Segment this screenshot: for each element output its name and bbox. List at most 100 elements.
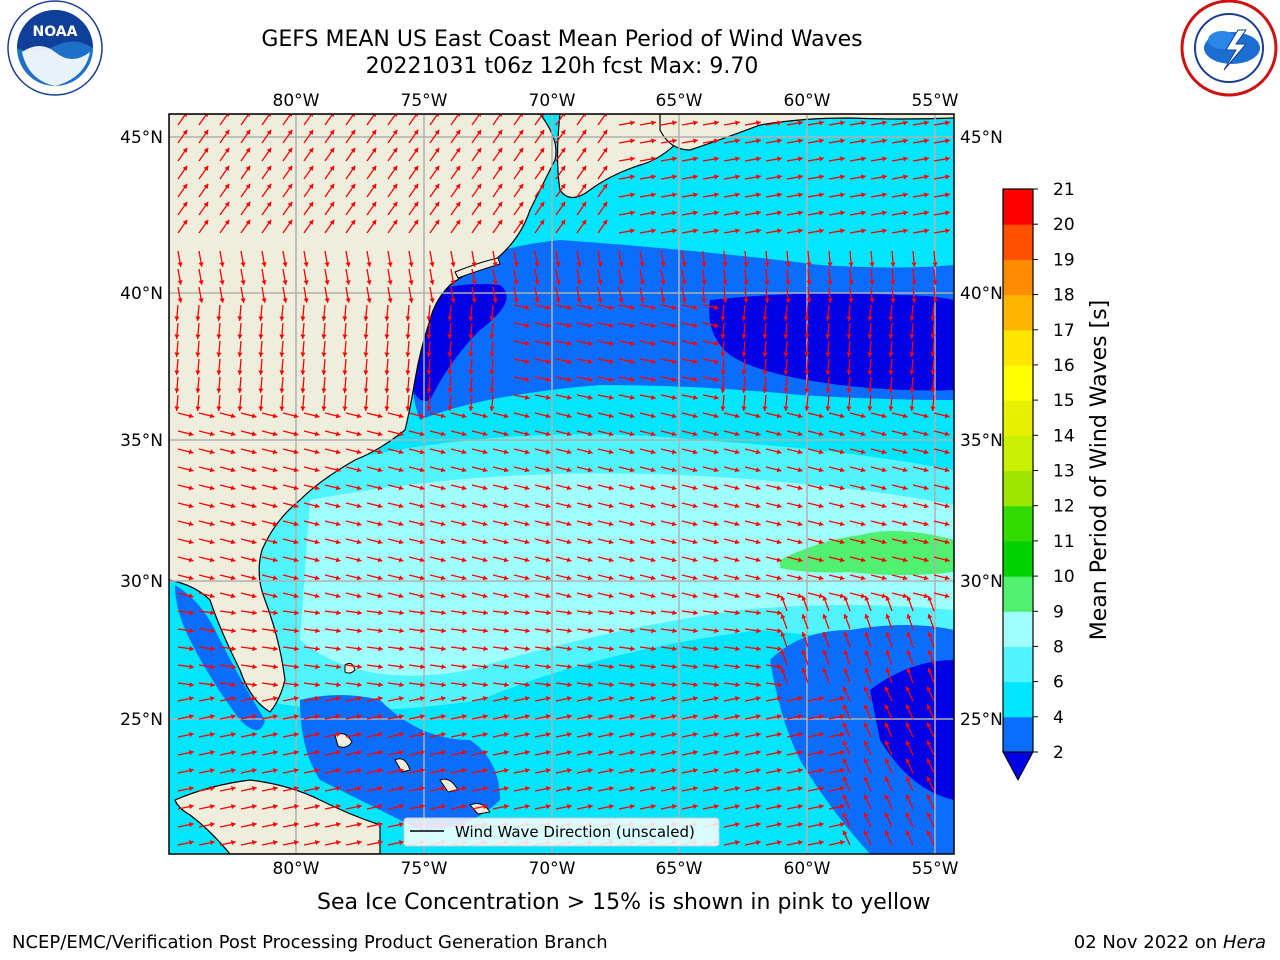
wind-arrow-head: [926, 794, 932, 800]
wind-arrow-head: [905, 794, 911, 800]
wind-arrow-head: [885, 614, 891, 619]
wind-arrow-head: [231, 610, 236, 616]
wind-arrow-head: [693, 210, 698, 216]
wind-arrow-head: [860, 413, 866, 419]
wind-arrow-head: [174, 316, 180, 321]
wind-arrow-head: [450, 280, 456, 285]
wind-arrow-head: [392, 129, 398, 135]
wind-arrow-head: [342, 334, 348, 339]
wind-arrow-head: [629, 696, 635, 702]
wind-arrow-head: [902, 413, 908, 419]
wind-arrow-head: [447, 352, 453, 357]
wind-arrow-head: [651, 610, 656, 616]
wind-arrow-head: [650, 431, 656, 437]
wind-arrow-head: [209, 732, 215, 738]
wind-arrow-head: [713, 485, 719, 491]
noaa-logo-text: NOAA: [33, 24, 78, 40]
wind-arrow-head: [182, 219, 188, 225]
wind-arrow-head: [906, 632, 912, 637]
wind-arrow-head: [842, 776, 848, 782]
wind-arrow-head: [560, 219, 566, 225]
wind-arrow-head: [251, 431, 257, 437]
wind-arrow-head: [734, 804, 740, 810]
wind-arrow-head: [651, 174, 656, 180]
wind-arrow-head: [588, 628, 593, 634]
wind-arrow-head: [314, 431, 320, 437]
wind-arrow-head: [420, 664, 425, 670]
lat-labels-right: 45°N40°N35°N30°N25°N: [960, 128, 1003, 730]
wind-arrow-head: [783, 370, 789, 375]
sea-ice-note: Sea Ice Concentration > 15% is shown in …: [317, 890, 931, 915]
wind-arrow-head: [461, 696, 467, 702]
wind-arrow-head: [777, 228, 782, 234]
wind-arrow-head: [629, 394, 635, 400]
wind-arrow-head: [932, 280, 938, 285]
wind-arrow-head: [818, 840, 824, 846]
wind-arrow-head: [630, 210, 635, 216]
wind-arrow-head: [909, 406, 915, 411]
lat-label-left: 30°N: [120, 572, 163, 592]
wind-arrow-head: [195, 406, 201, 411]
wind-arrow-head: [461, 503, 467, 509]
wind-arrow-head: [440, 575, 446, 581]
wind-arrow-head: [440, 539, 446, 545]
wind-arrow-head: [482, 557, 488, 563]
wind-arrow-head: [755, 804, 761, 810]
wind-arrow-head: [461, 750, 467, 756]
wind-arrow-head: [734, 786, 740, 792]
wind-arrow-head: [777, 646, 782, 652]
wind-arrow-head: [618, 280, 624, 285]
wind-arrow-head: [251, 575, 257, 581]
wind-arrow-head: [797, 575, 803, 581]
wind-arrow-head: [819, 228, 824, 234]
wind-arrow-head: [471, 262, 477, 267]
wind-arrow-head: [245, 129, 251, 135]
wind-arrow-head: [863, 812, 869, 818]
wind-arrow-head: [539, 165, 545, 171]
wind-arrow-head: [545, 521, 551, 527]
wind-arrow-head: [776, 732, 782, 738]
wind-arrow-head: [926, 830, 932, 836]
colorbar-segment: [1003, 224, 1033, 260]
wind-arrow-head: [209, 449, 215, 455]
wind-arrow-head: [822, 650, 828, 655]
wind-arrow-head: [198, 298, 204, 303]
wind-arrow-head: [476, 183, 482, 189]
wind-arrow-head: [692, 732, 698, 738]
wind-arrow-head: [398, 804, 404, 810]
wind-arrow-head: [441, 646, 446, 652]
wind-arrow-head: [251, 732, 257, 738]
wind-arrow-head: [884, 830, 890, 836]
wind-arrow-head: [884, 794, 890, 800]
wind-arrow-head: [447, 316, 453, 321]
wind-arrow-head: [203, 183, 209, 189]
wind-arrow-head: [231, 646, 236, 652]
wind-arrow-head: [906, 596, 912, 601]
wind-arrow-head: [497, 183, 503, 189]
wind-arrow-head: [756, 228, 761, 234]
wind-arrow-head: [825, 388, 831, 393]
wind-arrow-head: [882, 228, 887, 234]
wind-arrow-head: [219, 262, 225, 267]
wind-arrow-head: [867, 352, 873, 357]
wind-arrow-head: [672, 138, 677, 144]
wind-arrow-head: [756, 610, 761, 616]
wind-arrow-head: [188, 840, 194, 846]
wind-arrow-head: [335, 575, 341, 581]
wind-arrow-head: [245, 201, 251, 207]
wind-arrow-head: [734, 750, 740, 756]
wind-arrow-head: [251, 467, 257, 473]
wind-arrow-head: [489, 388, 495, 393]
wind-arrow-head: [762, 388, 768, 393]
wind-arrow-head: [776, 714, 782, 720]
wind-arrow-head: [609, 610, 614, 616]
wind-arrow-head: [608, 322, 614, 328]
wind-arrow-head: [440, 593, 446, 599]
lat-label-left: 25°N: [120, 710, 163, 730]
wind-arrow-head: [597, 298, 603, 303]
wind-arrow-head: [609, 682, 614, 688]
wind-arrow-head: [869, 280, 875, 285]
wind-arrow-head: [345, 262, 351, 267]
wind-arrow-head: [756, 210, 761, 216]
wind-arrow-head: [447, 406, 453, 411]
